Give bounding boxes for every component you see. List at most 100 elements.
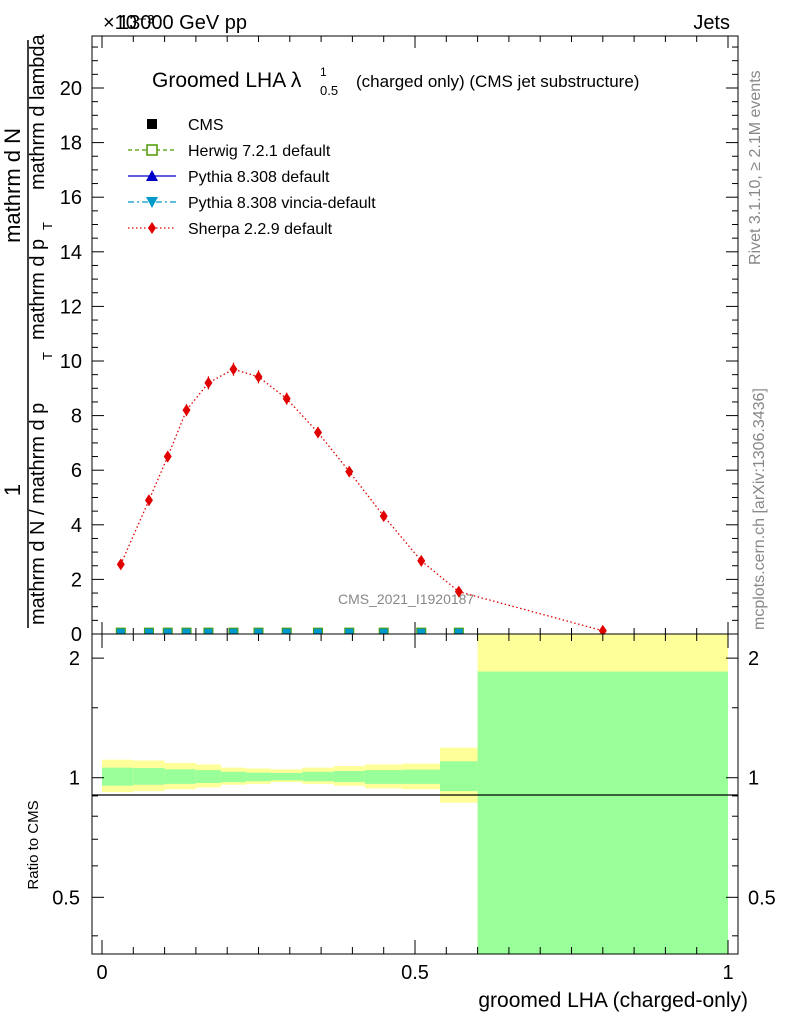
energy-label: 13000 GeV pp	[118, 12, 247, 34]
sherpa-point	[144, 494, 153, 507]
ratio-x-axis: 0 0.5 1	[96, 634, 734, 984]
ratio-y-tick-label: 0.5	[52, 887, 80, 909]
ratio-green-band	[220, 771, 246, 783]
ratio-y-tick-label-right: 1	[748, 768, 759, 790]
ratio-panel: 0.5 0.51 12 2 0 0.5 1 Ratio to CMS groomed LH…	[25, 633, 776, 1012]
ratio-green-band	[271, 772, 303, 781]
sherpa-point	[163, 450, 172, 463]
bottom-marker-vincia	[163, 628, 172, 634]
sherpa-point	[417, 554, 426, 567]
bottom-marker-vincia	[379, 628, 388, 634]
y-label-denominator-3: mathrm d lambda	[27, 34, 49, 190]
main-y-tick-label: 4	[71, 515, 82, 537]
legend-entry-cms: CMS	[147, 117, 224, 134]
bottom-marker-vincia	[454, 628, 463, 634]
main-y-tick-label: 10	[60, 351, 82, 373]
ratio-green-band	[440, 761, 478, 792]
y-label-sub-t-2: T	[40, 222, 55, 230]
ratio-green-band	[245, 772, 272, 782]
ratio-green-band	[102, 767, 134, 786]
legend-entry-vincia: Pythia 8.308 vincia-default	[128, 195, 376, 212]
x-tick-label: 1	[722, 962, 733, 984]
bottom-marker-vincia	[313, 628, 322, 634]
ratio-green-band	[302, 771, 334, 782]
legend-label-pythia: Pythia 8.308 default	[188, 169, 330, 186]
legend-entry-herwig: Herwig 7.2.1 default	[128, 143, 331, 160]
legend: CMS Herwig 7.2.1 default Pythia 8.308 de…	[128, 117, 376, 238]
main-y-tick-label: 6	[71, 460, 82, 482]
sherpa-point	[454, 585, 463, 598]
x-tick-label: 0.5	[401, 962, 429, 984]
bottom-marker-vincia	[204, 628, 213, 634]
vincia-marker-icon	[146, 197, 158, 208]
rivet-version-text: Rivet 3.1.10, ≥ 2.1M events	[747, 70, 764, 265]
main-y-tick-label: 2	[71, 569, 82, 591]
bottom-marker-vincia	[345, 628, 354, 634]
sherpa-point	[254, 370, 263, 383]
herwig-marker-icon	[146, 144, 158, 156]
bottom-marker-vincia	[116, 628, 125, 634]
ratio-green-band	[133, 767, 165, 785]
sherpa-marker-icon	[148, 222, 156, 234]
sherpa-series	[116, 362, 607, 637]
ratio-green-band	[333, 770, 365, 783]
bottom-marker-vincia	[282, 628, 291, 634]
ratio-bands	[102, 634, 728, 954]
sherpa-point	[229, 363, 238, 376]
chart-title-subscript: 0.5	[320, 83, 338, 98]
chart-title: Groomed LHA λ	[152, 69, 302, 92]
ratio-y-tick-label-right: 0.5	[748, 887, 776, 909]
legend-entry-sherpa: Sherpa 2.2.9 default	[128, 221, 333, 238]
sherpa-point	[204, 376, 213, 389]
cms-marker-icon	[147, 119, 157, 129]
legend-label-cms: CMS	[188, 117, 224, 134]
ratio-green-band	[477, 671, 728, 954]
main-y-tick-label: 8	[71, 406, 82, 428]
main-y-tick-label: 18	[60, 133, 82, 155]
y-label-sub-t-1: T	[40, 352, 55, 360]
legend-label-vincia: Pythia 8.308 vincia-default	[188, 195, 376, 212]
main-y-tick-label: 0	[71, 624, 82, 646]
ratio-y-tick-label: 2	[69, 648, 80, 670]
analysis-watermark: CMS_2021_I1920187	[338, 591, 474, 607]
main-y-tick-label: 14	[60, 242, 82, 264]
ratio-green-band	[195, 770, 221, 783]
chart-title-suffix: (charged only) (CMS jet substructure)	[356, 72, 639, 91]
bottom-marker-vincia	[229, 628, 238, 634]
ratio-y-tick-label-right: 2	[748, 648, 759, 670]
bottom-marker-vincia	[254, 628, 263, 634]
sherpa-point	[182, 404, 191, 417]
legend-label-herwig: Herwig 7.2.1 default	[188, 143, 331, 160]
ratio-green-band	[402, 769, 441, 784]
y-label-one: 1	[0, 484, 25, 496]
bottom-marker-vincia	[182, 628, 191, 634]
bottom-marker-vincia	[144, 628, 153, 634]
main-y-axis: 0 2 4 6 8 10 12 14 16 18 20	[60, 46, 738, 646]
main-y-tick-label: 12	[60, 296, 82, 318]
main-panel: 0 2 4 6 8 10 12 14 16 18 20 Groomed LHA λ 1 0.5 (c…	[60, 35, 739, 646]
x-axis-label: groomed LHA (charged-only)	[478, 989, 748, 1012]
ratio-green-band	[364, 770, 403, 784]
sherpa-point	[282, 392, 291, 405]
bottom-markers	[115, 627, 464, 634]
sherpa-point	[379, 510, 388, 523]
ratio-y-axis: 0.5 0.5 1 1 2 2	[52, 648, 776, 937]
x-tick-label: 0	[96, 962, 107, 984]
legend-label-sherpa: Sherpa 2.2.9 default	[188, 221, 333, 238]
category-label: Jets	[693, 12, 730, 34]
mcplots-credit-text: mcplots.cern.ch [arXiv:1306.3436]	[751, 388, 768, 630]
sherpa-point	[313, 426, 322, 439]
ratio-green-band	[164, 769, 196, 784]
ratio-y-tick-label: 1	[69, 768, 80, 790]
y-label-numerator-1: mathrm d N	[0, 128, 25, 243]
ratio-y-label: Ratio to CMS	[25, 800, 42, 889]
main-y-tick-label: 16	[60, 187, 82, 209]
sherpa-point	[116, 558, 125, 571]
pythia-marker-icon	[146, 170, 158, 181]
chart-title-superscript: 1	[320, 65, 327, 79]
scale-exponent: ×10⁻³	[103, 12, 154, 34]
bottom-marker-vincia	[417, 628, 426, 634]
main-y-tick-label: 20	[60, 78, 82, 100]
y-label-denominator-2: mathrm d p	[27, 239, 49, 340]
